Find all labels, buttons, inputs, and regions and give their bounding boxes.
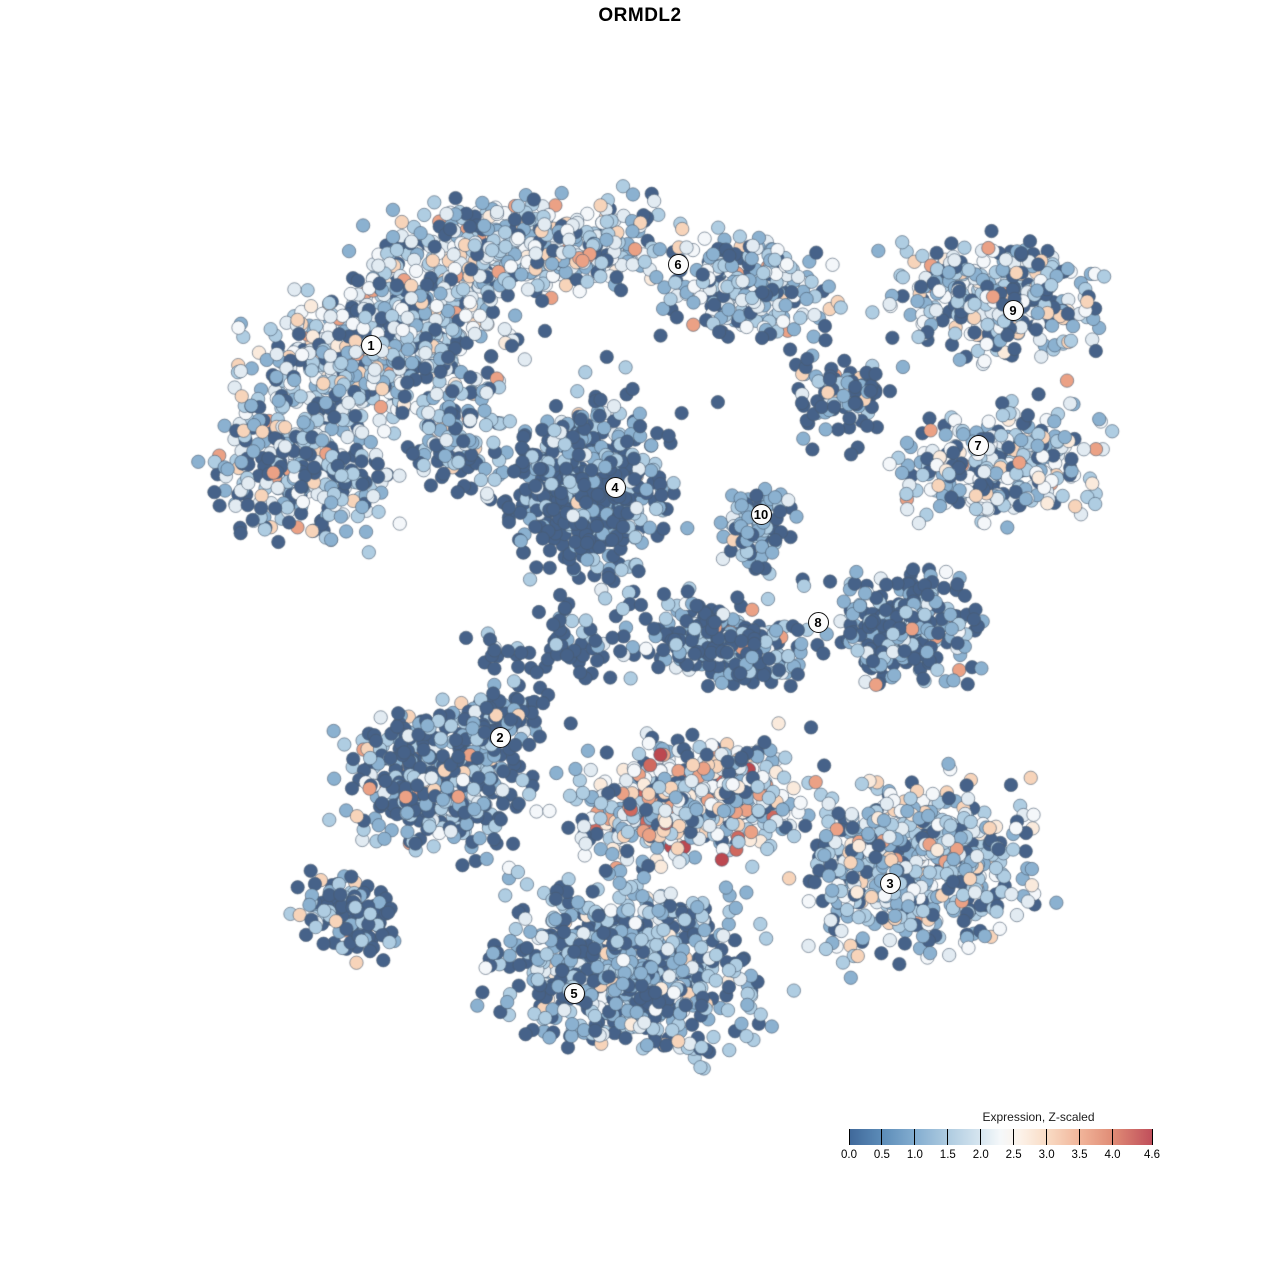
- colorbar-tick: [1111, 1129, 1113, 1145]
- colorbar-tick: [914, 1129, 916, 1145]
- cluster-label-9: 9: [1002, 299, 1024, 321]
- cluster-label-7: 7: [967, 434, 989, 456]
- colorbar-tick: [980, 1129, 982, 1145]
- colorbar-tick-label: 0.0: [841, 1149, 857, 1161]
- expression-colorbar-legend: Expression, Z-scaled 0.0 0.5 1.0 1.5 2.0 2.5 3…: [841, 1110, 1160, 1163]
- colorbar-tick-label: 1.5: [939, 1149, 956, 1161]
- colorbar-tick-label: 2.0: [972, 1149, 989, 1161]
- colorbar: [848, 1129, 1153, 1145]
- legend-title: Expression, Z-scaled: [982, 1110, 1095, 1124]
- colorbar-tick: [947, 1129, 949, 1145]
- cluster-label-8: 8: [807, 611, 829, 633]
- colorbar-tick: [1151, 1129, 1153, 1145]
- cluster-label-4: 4: [604, 476, 626, 498]
- cluster-label-6: 6: [667, 253, 689, 275]
- colorbar-tick: [881, 1129, 883, 1145]
- cluster-label-10: 10: [750, 503, 772, 525]
- colorbar-tick: [848, 1129, 850, 1145]
- colorbar-tick-label: 4.0: [1104, 1149, 1121, 1161]
- colorbar-tick-label: 3.5: [1071, 1149, 1088, 1161]
- colorbar-tick-label: 3.0: [1038, 1149, 1055, 1161]
- colorbar-tick: [1046, 1129, 1048, 1145]
- colorbar-tick: [1079, 1129, 1081, 1145]
- colorbar-tick: [1013, 1129, 1015, 1145]
- cluster-label-1: 1: [360, 334, 382, 356]
- colorbar-tick-label: 2.5: [1005, 1149, 1022, 1161]
- cluster-label-3: 3: [879, 872, 901, 894]
- cluster-label-5: 5: [563, 982, 585, 1004]
- colorbar-tick-labels: 0.0 0.5 1.0 1.5 2.0 2.5 3.0 3.5 4.0 4.6: [841, 1149, 1160, 1163]
- colorbar-tick-label: 0.5: [873, 1149, 890, 1161]
- colorbar-tick-label: 1.0: [906, 1149, 923, 1161]
- cluster-label-2: 2: [489, 726, 511, 748]
- colorbar-tick-label: 4.6: [1144, 1149, 1160, 1161]
